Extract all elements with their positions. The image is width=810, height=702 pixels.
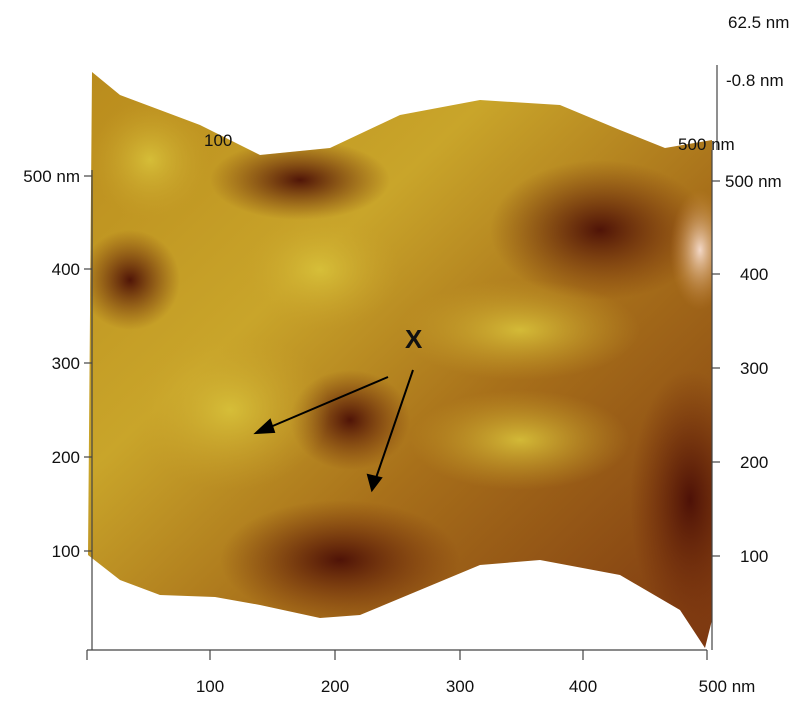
right-labels: 500 nm 400 300 200 100: [725, 172, 782, 566]
ticks: [84, 175, 720, 660]
left-tick-label: 400: [52, 260, 80, 279]
left-tick-label: 500 nm: [23, 167, 80, 186]
bottom-tick-label: 400: [569, 677, 597, 696]
right-tick-label: 400: [740, 265, 768, 284]
annotation: X: [405, 324, 423, 354]
z-max-label: 62.5 nm: [728, 13, 789, 32]
right-tick-label: 300: [740, 359, 768, 378]
bottom-tick-label: 500 nm: [699, 677, 756, 696]
left-labels: 500 nm 400 300 200 100: [23, 167, 80, 561]
left-tick-label: 100: [52, 542, 80, 561]
right-tick-label: 500 nm: [725, 172, 782, 191]
bottom-tick-label: 100: [196, 677, 224, 696]
bottom-labels: 100 200 300 400 500 nm: [196, 677, 756, 696]
bottom-tick-label: 200: [321, 677, 349, 696]
right-tick-label: 200: [740, 453, 768, 472]
arrows: [253, 369, 414, 493]
surface: [88, 72, 712, 648]
bottom-tick-label: 300: [446, 677, 474, 696]
back-tick-label: 100: [204, 131, 232, 150]
z-min-label: -0.8 nm: [726, 71, 784, 90]
back-tick-label: 500 nm: [678, 135, 735, 154]
right-tick-label: 100: [740, 547, 768, 566]
left-tick-label: 200: [52, 448, 80, 467]
left-tick-label: 300: [52, 354, 80, 373]
